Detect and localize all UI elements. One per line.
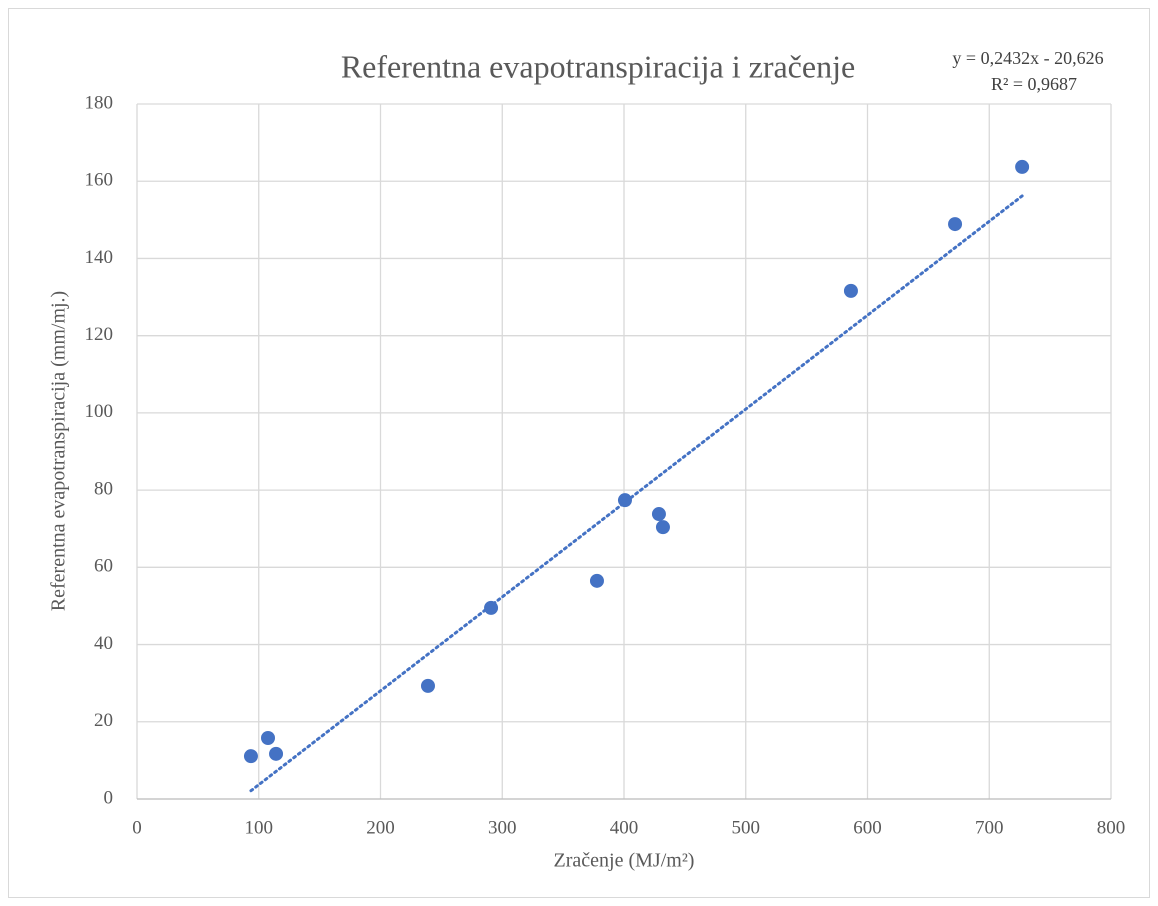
data-point [1015,159,1030,174]
data-point [617,493,632,508]
chart-title: Referentna evapotranspiracija i zračenje [341,48,855,84]
x-tick-label: 200 [366,817,395,838]
trendline-equation: y = 0,2432x - 20,626 [952,48,1103,68]
data-point [484,600,499,615]
data-point [589,573,604,588]
y-tick-label: 100 [85,401,114,422]
x-tick-label: 0 [132,817,142,838]
y-tick-label: 80 [94,478,113,499]
x-tick-label: 300 [488,817,517,838]
y-tick-label: 40 [94,633,113,654]
chart-frame [8,8,1150,898]
y-axis-label: Referentna evapotranspiracija (mm/mj.) [48,291,70,611]
y-tick-label: 180 [85,92,114,113]
data-point [261,730,276,745]
y-tick-label: 60 [94,556,113,577]
x-tick-label: 400 [610,817,639,838]
y-tick-label: 160 [85,170,114,191]
data-point [269,746,284,761]
trendline-r2: R² = 0,9687 [991,74,1077,94]
data-point [420,678,435,693]
data-point [655,520,670,535]
x-tick-label: 700 [975,817,1004,838]
x-tick-label: 800 [1097,817,1126,838]
trendline [249,194,1024,793]
x-tick-label: 600 [853,817,882,838]
y-tick-label: 20 [94,710,113,731]
data-point [843,283,858,298]
data-point [948,217,963,232]
y-tick-label: 0 [104,787,114,808]
x-tick-label: 500 [732,817,761,838]
data-point [243,749,258,764]
x-tick-label: 100 [245,817,274,838]
y-tick-label: 140 [85,247,114,268]
y-tick-label: 120 [85,324,114,345]
data-point [651,507,666,522]
x-axis-label: Zračenje (MJ/m²) [554,850,695,872]
